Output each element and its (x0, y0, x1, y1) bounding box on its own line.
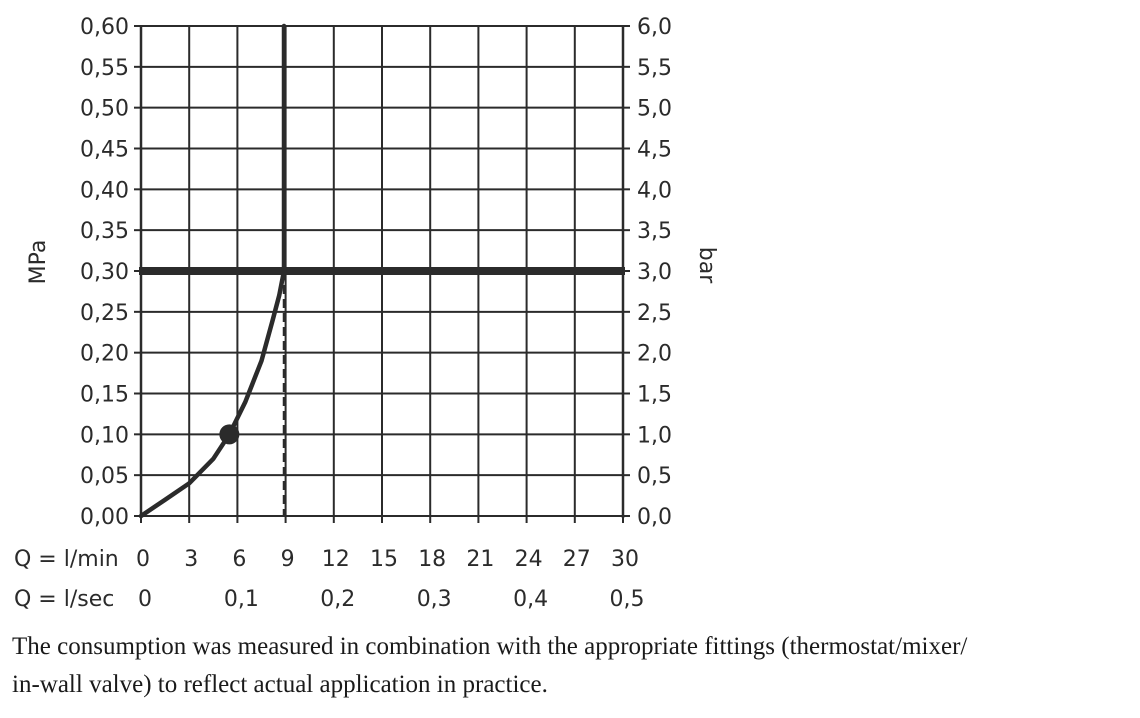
y-tick-label-left: 0,50 (80, 97, 129, 122)
y-tick-label-right: 0,5 (637, 464, 672, 489)
flow-pressure-chart: 0,00 0,00,05 0,50,10 1,00,15 1,50,20 2,00,25 2… (14, 15, 719, 612)
grid (134, 25, 630, 523)
y-tick-label-left: 0,25 (80, 301, 129, 326)
y-tick-label-right: 1,0 (637, 423, 672, 448)
x-axis-lps-title: Q = l/sec (14, 587, 114, 612)
footnote: The consumption was measured in combinat… (12, 628, 1132, 704)
y-tick-label-left: 0,45 (80, 138, 129, 163)
y-tick-label-right: 1,5 (637, 383, 672, 408)
x-tick-label-lpm: 9 (281, 547, 295, 572)
flow-curve (138, 23, 287, 519)
y-axis-right-title: bar (694, 247, 719, 284)
y-tick-label-left: 0,30 (80, 260, 129, 285)
y-tick-label-left: 0,55 (80, 56, 129, 81)
x-tick-label-lps: 0 (138, 587, 152, 612)
x-tick-label-lpm: 30 (611, 547, 639, 572)
footnote-line-1: The consumption was measured in combinat… (12, 633, 968, 660)
x-tick-label-lpm: 0 (136, 547, 150, 572)
x-axis-lpm-title: Q = l/min (14, 547, 119, 572)
y-tick-label-left: 0,40 (80, 178, 129, 203)
reference-lines (139, 267, 625, 516)
x-tick-label-lps: 0,1 (224, 587, 259, 612)
x-tick-label-lps: 0,5 (610, 587, 645, 612)
y-tick-label-right: 0,0 (637, 505, 672, 530)
x-tick-label-lps: 0,2 (320, 587, 355, 612)
footnote-line-2: in-wall valve) to reflect actual applica… (12, 671, 548, 698)
marker-point (219, 424, 240, 445)
y-tick-label-left: 0,00 (80, 505, 129, 530)
x-tick-label-lpm: 3 (184, 547, 198, 572)
y-tick-label-right: 5,5 (637, 56, 672, 81)
labels: 0,00 0,00,05 0,50,10 1,00,15 1,50,20 2,00,25 2… (80, 15, 672, 612)
x-tick-label-lps: 0,4 (513, 587, 548, 612)
y-tick-label-left: 0,60 (80, 15, 129, 40)
y-tick-label-right: 6,0 (637, 15, 672, 40)
x-tick-label-lps: 0,3 (417, 587, 452, 612)
y-tick-label-right: 2,5 (637, 301, 672, 326)
curve-layer (138, 23, 287, 519)
x-tick-label-lpm: 15 (370, 547, 398, 572)
y-axis-left-title: MPa (26, 240, 51, 285)
y-tick-label-left: 0,20 (80, 342, 129, 367)
x-tick-label-lpm: 27 (563, 547, 591, 572)
y-tick-label-left: 0,15 (80, 383, 129, 408)
y-tick-label-left: 0,10 (80, 423, 129, 448)
y-tick-label-right: 3,5 (637, 219, 672, 244)
y-tick-label-right: 2,0 (637, 342, 672, 367)
x-tick-label-lpm: 18 (418, 547, 446, 572)
x-tick-label-lpm: 21 (466, 547, 494, 572)
x-tick-label-lpm: 12 (322, 547, 350, 572)
y-tick-label-right: 5,0 (637, 97, 672, 122)
y-tick-label-right: 4,0 (637, 178, 672, 203)
y-tick-label-left: 0,35 (80, 219, 129, 244)
x-tick-label-lpm: 6 (232, 547, 246, 572)
y-tick-label-right: 3,0 (637, 260, 672, 285)
y-tick-label-left: 0,05 (80, 464, 129, 489)
y-tick-label-right: 4,5 (637, 138, 672, 163)
x-tick-label-lpm: 24 (515, 547, 543, 572)
